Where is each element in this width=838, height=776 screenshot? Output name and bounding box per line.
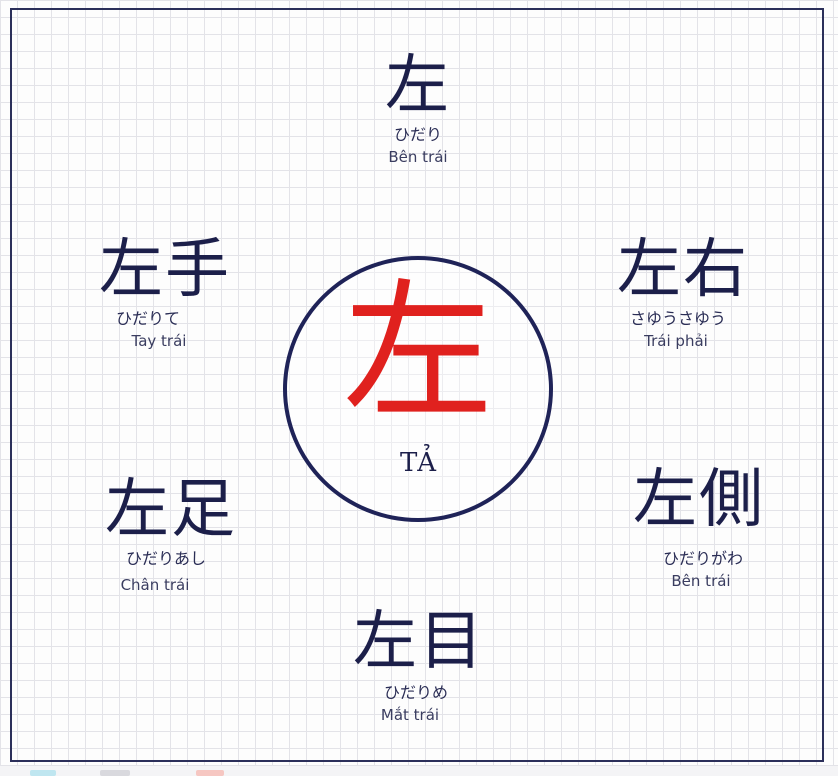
word-kanji: 左 — [385, 49, 451, 123]
word-meaning: Mắt trái — [380, 706, 440, 724]
card-frame — [10, 8, 824, 762]
word-kanji: 左右 — [617, 233, 749, 307]
word-bottom: 左目 ひだりめ Mắt trái — [334, 606, 504, 726]
word-meaning: Bên trái — [388, 148, 448, 166]
word-reading: ひだりめ — [383, 683, 448, 702]
word-meaning: Trái phải — [644, 332, 708, 350]
center-kanji: 左 — [342, 266, 493, 440]
word-reading: ひだりて — [115, 309, 180, 328]
strip-mark-cyan — [30, 770, 56, 776]
word-meaning: Tay trái — [131, 332, 187, 350]
word-kanji: 左側 — [633, 463, 765, 537]
word-meaning: Chân trái — [120, 576, 190, 594]
word-kanji: 左手 — [99, 233, 231, 307]
strip-mark-pink — [196, 770, 224, 776]
word-reading: ひだりがわ — [662, 549, 743, 568]
word-kanji: 左目 — [353, 605, 485, 679]
center-label: TẢ — [399, 448, 437, 478]
word-reading: さゆうさゆう — [629, 309, 726, 328]
word-reading: ひだりあし — [125, 549, 206, 568]
word-bottom-left: 左足 ひだりあし Chân trái — [86, 474, 256, 596]
word-top: 左 ひだり Bên trái — [340, 50, 496, 168]
word-meaning: Bên trái — [671, 572, 731, 590]
center-circle — [283, 256, 553, 522]
word-top-right: 左右 さゆうさゆう Trái phải — [598, 234, 768, 352]
bottom-strip — [0, 766, 838, 776]
word-bottom-right: 左側 ひだりがわ Bên trái — [614, 464, 784, 592]
word-kanji: 左足 — [105, 473, 237, 547]
word-reading: ひだり — [393, 125, 442, 144]
strip-mark-grey — [100, 770, 130, 776]
word-top-left: 左手 ひだりて Tay trái — [80, 234, 250, 352]
